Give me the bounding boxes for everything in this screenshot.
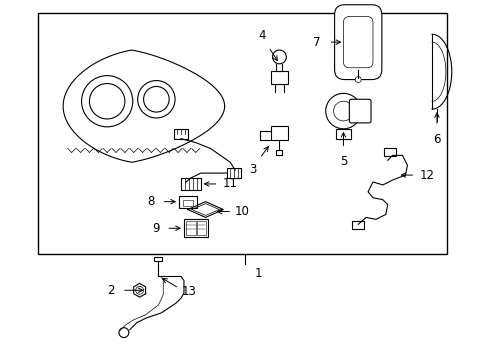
Text: 13: 13: [182, 285, 197, 298]
FancyBboxPatch shape: [343, 17, 372, 68]
Text: 12: 12: [418, 168, 433, 181]
Ellipse shape: [89, 84, 124, 119]
Ellipse shape: [138, 81, 175, 118]
Bar: [183, 200, 192, 206]
Bar: [351, 221, 364, 229]
Bar: [196, 221, 205, 235]
Text: 10: 10: [235, 205, 249, 218]
Circle shape: [136, 286, 143, 294]
Ellipse shape: [272, 50, 286, 64]
Bar: [185, 221, 195, 235]
Bar: [227, 168, 241, 178]
Text: 7: 7: [313, 36, 320, 49]
Bar: [183, 219, 207, 237]
Bar: [179, 196, 196, 208]
Bar: [154, 257, 162, 261]
Circle shape: [325, 93, 361, 129]
Text: 9: 9: [152, 222, 159, 235]
Text: 3: 3: [249, 163, 256, 176]
Bar: [38, 13, 446, 254]
Bar: [181, 178, 200, 190]
Ellipse shape: [81, 76, 132, 127]
Bar: [276, 150, 282, 156]
Ellipse shape: [143, 86, 169, 112]
Text: 6: 6: [432, 133, 440, 146]
Bar: [335, 129, 350, 139]
Text: 8: 8: [147, 195, 154, 208]
Circle shape: [355, 77, 361, 82]
Bar: [174, 129, 187, 139]
Circle shape: [333, 101, 352, 121]
Text: 11: 11: [222, 177, 237, 190]
FancyBboxPatch shape: [348, 99, 370, 123]
Text: 2: 2: [107, 284, 115, 297]
Text: 5: 5: [339, 156, 346, 168]
FancyBboxPatch shape: [334, 5, 381, 80]
Bar: [270, 126, 288, 140]
Circle shape: [119, 328, 128, 338]
Bar: [270, 71, 288, 85]
Text: 1: 1: [254, 267, 262, 280]
Text: 4: 4: [258, 29, 265, 42]
Bar: [383, 148, 395, 156]
